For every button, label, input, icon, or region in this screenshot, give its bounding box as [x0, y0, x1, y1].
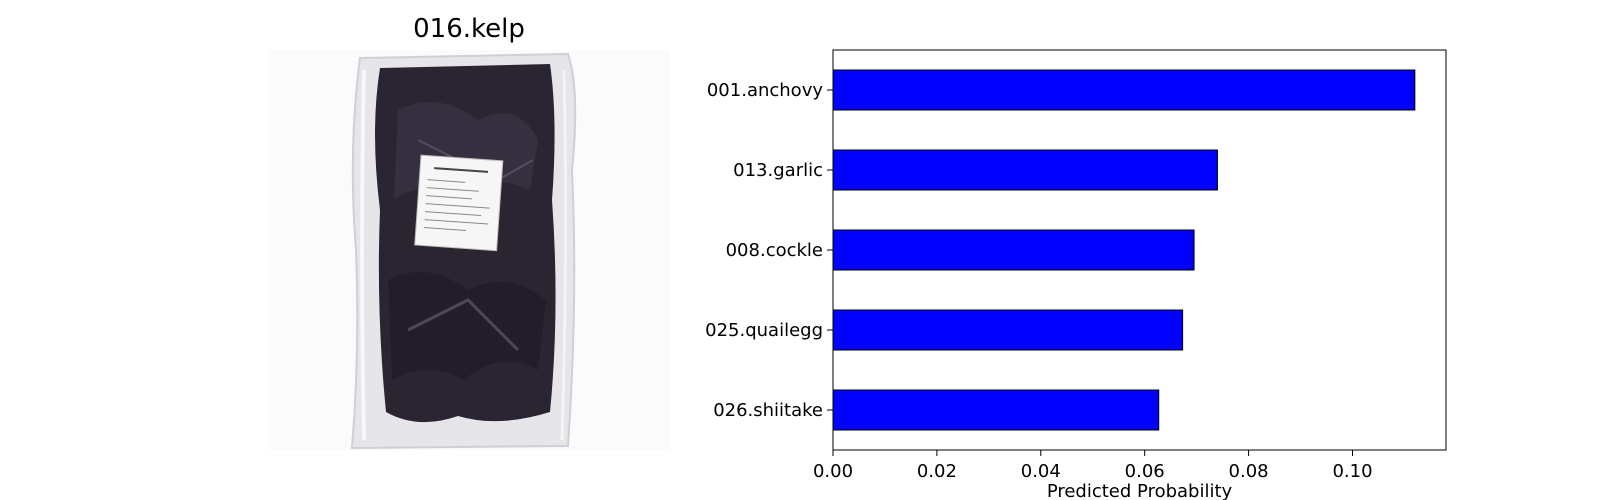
kelp-photo	[268, 50, 670, 450]
y-tick-label: 008.cockle	[726, 240, 823, 261]
y-tick-label: 001.anchovy	[707, 80, 823, 101]
bar-anchovy	[832, 69, 1416, 111]
x-tick-label: 0.10	[1332, 461, 1372, 482]
plot-frame	[832, 49, 1447, 451]
y-tick-label: 013.garlic	[733, 160, 823, 181]
x-tick-label: 0.06	[1125, 461, 1165, 482]
bar-shiitake	[832, 389, 1160, 431]
image-title: 016.kelp	[413, 14, 525, 44]
bar-cockle	[832, 229, 1195, 271]
x-tick-label: 0.04	[1021, 461, 1061, 482]
bar-quailegg	[832, 309, 1184, 351]
x-tick-label: 0.00	[813, 461, 853, 482]
x-axis-label: Predicted Probability	[1047, 481, 1233, 500]
x-tick-label: 0.02	[917, 461, 957, 482]
x-tick-label: 0.08	[1229, 461, 1269, 482]
bar-garlic	[832, 149, 1218, 191]
y-tick-label: 026.shiitake	[713, 400, 823, 421]
y-tick-label: 025.quailegg	[705, 320, 823, 341]
